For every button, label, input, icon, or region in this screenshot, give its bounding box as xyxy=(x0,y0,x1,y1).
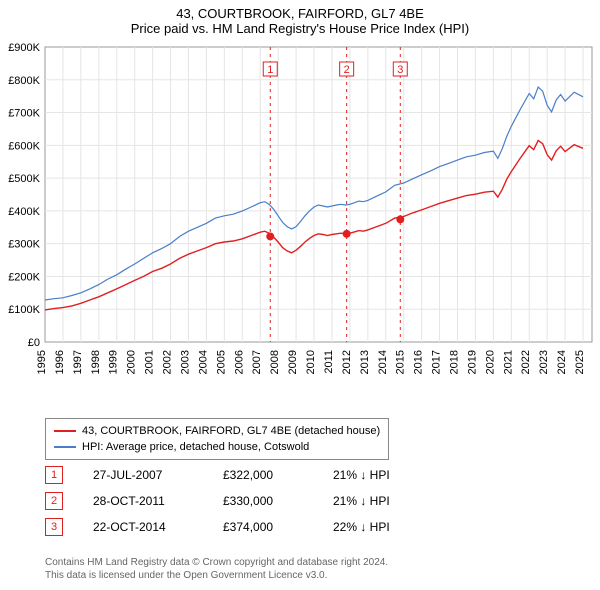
svg-text:2004: 2004 xyxy=(197,350,209,374)
svg-text:2017: 2017 xyxy=(431,350,443,374)
sale-marker-icon: 2 xyxy=(45,492,63,510)
svg-text:2016: 2016 xyxy=(413,350,425,374)
legend-swatch xyxy=(54,446,76,448)
chart-container: 43, COURTBROOK, FAIRFORD, GL7 4BE Price … xyxy=(0,0,600,590)
title-block: 43, COURTBROOK, FAIRFORD, GL7 4BE Price … xyxy=(0,0,600,36)
chart: £0 £100K £200K £300K £400K £500K £600K £700K £80… xyxy=(0,42,600,412)
title-line-2: Price paid vs. HM Land Registry's House … xyxy=(0,21,600,36)
svg-text:1998: 1998 xyxy=(90,350,102,374)
svg-text:2012: 2012 xyxy=(341,350,353,374)
svg-text:2: 2 xyxy=(344,64,350,76)
legend-label: 43, COURTBROOK, FAIRFORD, GL7 4BE (detac… xyxy=(82,423,380,439)
sale-date: 22-OCT-2014 xyxy=(93,520,223,534)
svg-text:£200K: £200K xyxy=(8,271,40,283)
svg-text:2005: 2005 xyxy=(215,350,227,374)
svg-text:2020: 2020 xyxy=(484,350,496,374)
svg-text:£600K: £600K xyxy=(8,140,40,152)
sale-date: 28-OCT-2011 xyxy=(93,494,223,508)
sale-price: £330,000 xyxy=(223,494,333,508)
sale-delta: 21% ↓ HPI xyxy=(333,494,443,508)
svg-text:£300K: £300K xyxy=(8,239,40,251)
sale-row: 3 22-OCT-2014 £374,000 22% ↓ HPI xyxy=(45,514,443,540)
sale-row: 1 27-JUL-2007 £322,000 21% ↓ HPI xyxy=(45,462,443,488)
svg-text:2024: 2024 xyxy=(556,350,568,374)
svg-text:2007: 2007 xyxy=(251,350,263,374)
legend-label: HPI: Average price, detached house, Cots… xyxy=(82,439,309,455)
svg-text:2010: 2010 xyxy=(305,350,317,374)
sale-price: £374,000 xyxy=(223,520,333,534)
svg-text:2002: 2002 xyxy=(162,350,174,374)
svg-text:2000: 2000 xyxy=(126,350,138,374)
svg-text:£500K: £500K xyxy=(8,173,40,185)
svg-text:£700K: £700K xyxy=(8,108,40,120)
svg-text:£0: £0 xyxy=(28,337,40,349)
svg-text:1999: 1999 xyxy=(108,350,120,374)
svg-text:2018: 2018 xyxy=(448,350,460,374)
svg-text:£800K: £800K xyxy=(8,75,40,87)
svg-text:2011: 2011 xyxy=(323,350,335,374)
legend-row: 43, COURTBROOK, FAIRFORD, GL7 4BE (detac… xyxy=(54,423,380,439)
svg-text:3: 3 xyxy=(397,64,403,76)
sale-marker-icon: 1 xyxy=(45,466,63,484)
sale-delta: 21% ↓ HPI xyxy=(333,468,443,482)
svg-text:2006: 2006 xyxy=(233,350,245,374)
svg-text:2014: 2014 xyxy=(377,350,389,374)
svg-text:£400K: £400K xyxy=(8,206,40,218)
svg-text:2022: 2022 xyxy=(520,350,532,374)
sale-date: 27-JUL-2007 xyxy=(93,468,223,482)
legend-row: HPI: Average price, detached house, Cots… xyxy=(54,439,380,455)
footer-line-2: This data is licensed under the Open Gov… xyxy=(45,569,388,582)
svg-text:2008: 2008 xyxy=(269,350,281,374)
svg-text:1997: 1997 xyxy=(72,350,84,374)
sale-price: £322,000 xyxy=(223,468,333,482)
svg-text:2025: 2025 xyxy=(574,350,586,374)
svg-text:2001: 2001 xyxy=(144,350,156,374)
legend-swatch xyxy=(54,430,76,432)
sale-marker-icon: 3 xyxy=(45,518,63,536)
sales-table: 1 27-JUL-2007 £322,000 21% ↓ HPI 2 28-OC… xyxy=(45,462,443,540)
title-line-1: 43, COURTBROOK, FAIRFORD, GL7 4BE xyxy=(0,6,600,21)
svg-text:2021: 2021 xyxy=(502,350,514,374)
chart-svg: £0 £100K £200K £300K £400K £500K £600K £700K £80… xyxy=(0,42,600,412)
footer-note: Contains HM Land Registry data © Crown c… xyxy=(45,556,388,582)
svg-text:2013: 2013 xyxy=(359,350,371,374)
svg-text:2023: 2023 xyxy=(538,350,550,374)
sale-delta: 22% ↓ HPI xyxy=(333,520,443,534)
sale-row: 2 28-OCT-2011 £330,000 21% ↓ HPI xyxy=(45,488,443,514)
svg-text:2009: 2009 xyxy=(287,350,299,374)
svg-text:1996: 1996 xyxy=(54,350,66,374)
svg-text:2015: 2015 xyxy=(395,350,407,374)
footer-line-1: Contains HM Land Registry data © Crown c… xyxy=(45,556,388,569)
svg-text:2003: 2003 xyxy=(179,350,191,374)
legend: 43, COURTBROOK, FAIRFORD, GL7 4BE (detac… xyxy=(45,418,389,460)
svg-text:£900K: £900K xyxy=(8,42,40,54)
svg-text:1995: 1995 xyxy=(36,350,48,374)
svg-text:£100K: £100K xyxy=(8,304,40,316)
svg-text:1: 1 xyxy=(267,64,273,76)
svg-text:2019: 2019 xyxy=(466,350,478,374)
